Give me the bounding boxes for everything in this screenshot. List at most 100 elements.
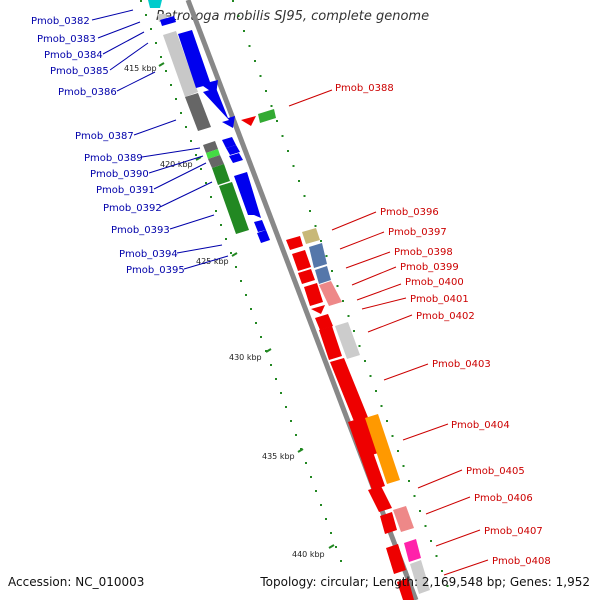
gene-label[interactable]: Pmob_0402 [416,311,475,322]
gene-label[interactable]: Pmob_0383 [37,34,96,45]
right-strand-genes [241,109,430,600]
gene-label[interactable]: Pmob_0407 [484,526,543,537]
gene-label[interactable]: Pmob_0397 [388,227,447,238]
scale-dot [292,165,295,167]
gene-feature-darkgray[interactable] [203,141,218,153]
left-gene-labels: Pmob_0382 Pmob_0383 Pmob_0384 Pmob_0385 … [31,9,229,276]
scale-dot [419,510,421,512]
scale-dot [369,375,372,377]
gene-feature-lightgray[interactable] [335,322,360,359]
gene-label[interactable]: Pmob_0398 [394,247,453,258]
gene-feature-darkgray[interactable] [185,93,211,131]
scale-dot [413,495,416,497]
gene-feature-salmon[interactable] [393,506,414,532]
scale-dot [331,270,333,272]
gene-label[interactable]: Pmob_0404 [451,420,510,431]
gene-label[interactable]: Pmob_0395 [126,265,185,276]
leader-line [339,231,385,250]
gene-label[interactable]: Pmob_0408 [492,556,551,567]
gene-label[interactable]: Pmob_0400 [405,277,464,288]
gene-feature-red[interactable] [380,512,397,534]
gene-feature-red[interactable] [386,544,406,574]
scale-dot [248,45,251,47]
gene-feature-orange[interactable] [365,414,400,484]
scale-dot [195,154,197,156]
scale-dot [270,364,272,366]
gene-feature-red[interactable] [330,358,382,456]
scale-dot [435,555,438,557]
scale-dot [165,70,167,72]
gene-feature-salmon[interactable] [319,281,342,306]
gene-label[interactable]: Pmob_0401 [410,294,469,305]
gene-label[interactable]: Pmob_0386 [58,87,117,98]
leader-line [183,255,229,270]
scale-dot [237,15,240,17]
tick-label: 430 kbp [229,353,262,362]
gene-feature-magenta[interactable] [404,539,421,562]
gene-label[interactable]: Pmob_0394 [119,249,178,260]
scale-dot [275,378,277,380]
gene-label[interactable]: Pmob_0392 [103,203,162,214]
gene-feature-red[interactable] [319,326,342,360]
scale-dot [260,336,262,338]
gene-label[interactable]: Pmob_0388 [335,83,394,94]
gene-feature-red[interactable] [315,314,333,330]
gene-label[interactable]: Pmob_0385 [50,66,109,77]
gene-label[interactable]: Pmob_0384 [44,50,103,61]
gene-feature-cyan[interactable] [148,0,162,8]
gene-feature-red[interactable] [241,116,256,126]
gene-feature-red[interactable] [304,283,323,306]
gene-feature-blue[interactable] [226,145,240,155]
scale-dot [330,532,332,534]
gene-feature-red[interactable] [311,305,325,314]
gene-label[interactable]: Pmob_0391 [96,185,155,196]
gene-label[interactable]: Pmob_0382 [31,16,90,27]
gene-label[interactable]: Pmob_0405 [466,466,525,477]
scale-dot [314,225,317,227]
tick-mark [231,252,238,257]
scale-dot [325,518,327,520]
gene-feature-blue[interactable] [160,16,176,26]
gene-label[interactable]: Pmob_0406 [474,493,533,504]
gene-label[interactable]: Pmob_0390 [90,169,149,180]
scale-dot [325,255,328,257]
gene-feature-blue[interactable] [229,153,243,163]
map-title: Petrotoga mobilis SJ95, complete genome [156,9,430,24]
gene-feature-blue[interactable] [222,137,236,148]
gene-feature-blue[interactable] [257,230,270,243]
gene-feature-red[interactable] [298,269,315,284]
gene-feature-blue[interactable] [178,30,218,95]
gene-feature-khaki[interactable] [302,228,320,244]
gene-feature-red[interactable] [368,486,392,512]
gene-feature-red[interactable] [286,236,303,250]
scale-dot [220,224,222,226]
gene-feature-green[interactable] [258,109,276,123]
gene-feature-green[interactable] [219,182,249,234]
tick-mark [297,448,304,453]
scale-dot [155,42,157,44]
gene-feature-steelblue[interactable] [309,243,327,268]
scale-dot [281,135,284,137]
gene-feature-darkgray[interactable] [208,155,224,168]
gene-label[interactable]: Pmob_0399 [400,262,459,273]
gene-feature-green[interactable] [212,164,230,185]
gene-label[interactable]: Pmob_0403 [432,359,491,370]
scale-dot [170,84,172,86]
scale-dot [140,0,142,2]
gene-feature-blue[interactable] [254,220,266,232]
gene-label[interactable]: Pmob_0389 [84,153,143,164]
right-gene-labels: Pmob_0388 Pmob_0396 Pmob_0397 Pmob_0398 … [288,83,551,576]
gene-feature-steelblue[interactable] [315,266,331,284]
gene-label[interactable]: Pmob_0387 [75,131,134,142]
scale-dot [180,112,182,114]
gene-feature-red[interactable] [397,578,414,600]
gene-feature-lightgray[interactable] [410,560,430,594]
gene-label[interactable]: Pmob_0393 [111,225,170,236]
gene-feature-red[interactable] [292,250,311,271]
gene-feature-blue[interactable] [234,172,261,218]
gene-label[interactable]: Pmob_0396 [380,207,439,218]
gene-feature-red[interactable] [348,418,385,490]
gene-feature-blue[interactable] [203,88,235,128]
gene-feature-lightgreen[interactable] [206,149,220,159]
gene-feature-gray[interactable] [163,31,198,97]
